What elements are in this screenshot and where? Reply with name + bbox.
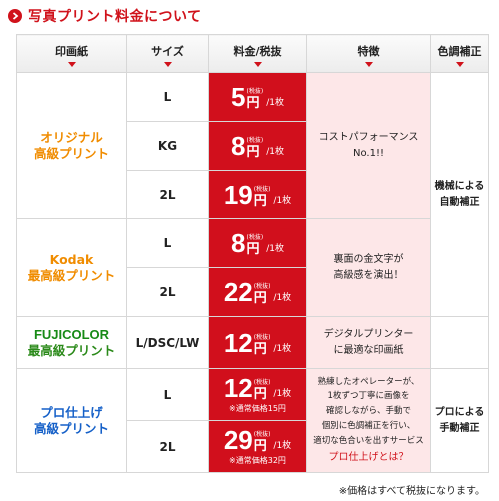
size-cell: 2L <box>126 170 209 219</box>
price-cell: 22 (税抜) 円/1枚 <box>208 267 307 317</box>
paper-fuji: FUJICOLOR 最高級プリント <box>16 316 127 369</box>
paper-pro: プロ仕上げ 高級プリント <box>16 368 127 473</box>
price-cell: 8 (税抜) 円/1枚 <box>208 121 307 171</box>
footnote: ※価格はすべて税抜になります。 <box>338 486 485 497</box>
table-row: KG 8 (税抜) 円/1枚 <box>17 121 489 171</box>
header-paper: 印画紙 <box>16 34 127 73</box>
size-cell: L/DSC/LW <box>126 316 209 369</box>
triangle-down-icon <box>253 61 262 67</box>
regular-price: ※通常価格32円 <box>229 456 286 465</box>
feature-fuji: デジタルプリンター に最適な印画紙 <box>306 316 431 369</box>
triangle-down-icon <box>455 61 464 67</box>
tone-auto: 機械による 自動補正 <box>430 72 489 317</box>
header-size: サイズ <box>126 34 209 73</box>
price-cell: 19 (税抜) 円/1枚 <box>208 170 307 219</box>
chevron-right-icon <box>8 9 22 23</box>
table-header-row: 印画紙 サイズ 料金/税抜 特徴 色調補正 <box>16 34 489 73</box>
triangle-down-icon <box>364 61 373 67</box>
feature-kodak: 裏面の金文字が 高級感を演出！ <box>306 218 431 317</box>
table-row: FUJICOLOR 最高級プリント L/DSC/LW 12 (税抜) 円/1枚 デジタ… <box>16 316 489 369</box>
size-cell: L <box>126 72 209 122</box>
table-row: 2L 29 (税抜) 円/1枚 ※通常価格32円 <box>17 420 489 473</box>
regular-price: ※通常価格15円 <box>229 404 286 413</box>
price-cell: 29 (税抜) 円/1枚 ※通常価格32円 <box>208 420 307 473</box>
tone-empty <box>430 316 489 369</box>
price-cell: 12 (税抜) 円/1枚 <box>208 316 307 369</box>
paper-kodak: Kodak 最高級プリント <box>16 218 127 317</box>
feature-original: コストパフォーマンス No.1!! <box>306 72 431 219</box>
feature-pro: 熟練したオペレーターが、 1枚ずつ丁寧に画像を 確認しながら、手動で 個別に色調… <box>306 368 431 473</box>
price-table: 印画紙 サイズ 料金/税抜 特徴 色調補正 オリジナル 高級プリント L 5 (税抜… <box>16 34 489 473</box>
header-feature: 特徴 <box>306 34 431 73</box>
triangle-down-icon <box>67 61 76 67</box>
size-cell: 2L <box>126 267 209 317</box>
size-cell: 2L <box>126 420 209 473</box>
price-cell: 12 (税抜) 円/1枚 ※通常価格15円 <box>208 368 307 421</box>
table-row: オリジナル 高級プリント L 5 (税抜) 円/1枚 コストパフォーマンス No.1!!… <box>16 72 489 317</box>
page-title: 写真プリント料金について <box>28 9 202 25</box>
table-row: プロ仕上げ 高級プリント L 12 (税抜) 円/1枚 ※通常価格15円 熟練したオペ… <box>16 368 489 473</box>
table-row: 2L 19 (税抜) 円/1枚 <box>17 170 489 219</box>
paper-original: オリジナル 高級プリント <box>16 72 127 219</box>
tone-manual: プロによる 手動補正 <box>430 368 489 473</box>
section-title: 写真プリント料金について <box>8 6 202 26</box>
table-row: 2L 22 (税抜) 円/1枚 <box>17 267 489 317</box>
size-cell: KG <box>126 121 209 171</box>
header-fee: 料金/税抜 <box>208 34 307 73</box>
price-cell: 5 (税抜) 円/1枚 <box>208 72 307 122</box>
header-tone: 色調補正 <box>430 34 489 73</box>
size-cell: L <box>126 218 209 268</box>
size-cell: L <box>126 368 209 421</box>
pro-finish-link[interactable]: プロ仕上げとは？ <box>328 451 409 463</box>
triangle-down-icon <box>163 61 172 67</box>
table-row: Kodak 最高級プリント L 8 (税抜) 円/1枚 裏面の金文字が 高級感を演出！ <box>16 218 489 317</box>
price-cell: 8 (税抜) 円/1枚 <box>208 218 307 268</box>
